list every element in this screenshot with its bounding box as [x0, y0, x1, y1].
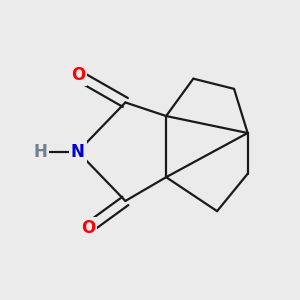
Text: O: O: [71, 66, 85, 84]
Text: N: N: [71, 143, 85, 161]
Text: O: O: [81, 219, 95, 237]
Text: H: H: [34, 143, 47, 161]
